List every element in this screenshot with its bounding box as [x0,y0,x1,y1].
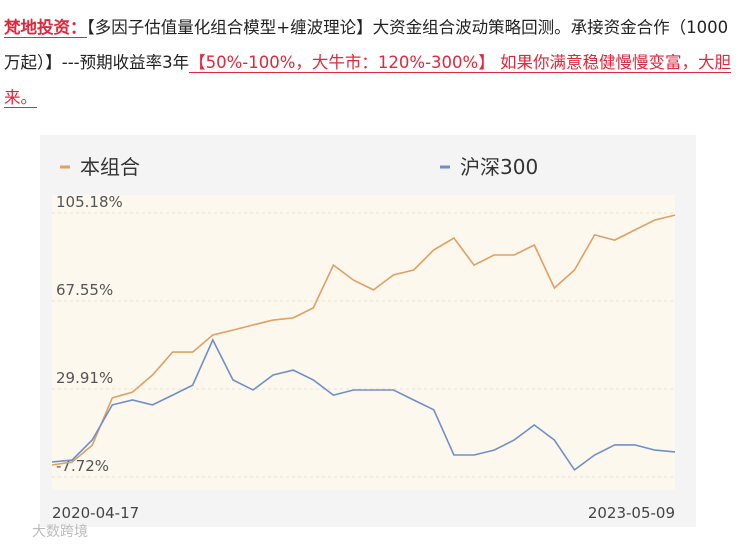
article-text: 梵地投资：【多因子估值量化组合模型+缠波理论】大资金组合波动策略回测。承接资金合… [4,10,739,115]
watermark: 大数跨境 [32,524,88,540]
y-tick-label: 67.55% [56,281,113,299]
plot-area [52,195,675,490]
highlight: 【50%-100%，大牛市：120%-300%】 如果你满意稳健慢慢变富，大胆来… [4,53,731,108]
text: 【多因子估值量化组合模型+缠波理论】大资金组合波动策略回测。承接资金合作（100… [4,18,729,72]
brand: 梵地投资： [4,18,87,38]
y-tick-label: 29.91% [56,369,113,387]
legend-label: 本组合 [80,155,140,179]
x-tick-label: 2023-05-09 [588,504,675,522]
legend-label: 沪深300 [460,155,538,179]
x-tick-label: 2020-04-17 [52,504,139,522]
series-line [51,338,676,472]
y-tick-label: 105.18% [56,193,123,211]
y-tick-label: -7.72% [56,457,109,475]
series-line [51,214,676,466]
